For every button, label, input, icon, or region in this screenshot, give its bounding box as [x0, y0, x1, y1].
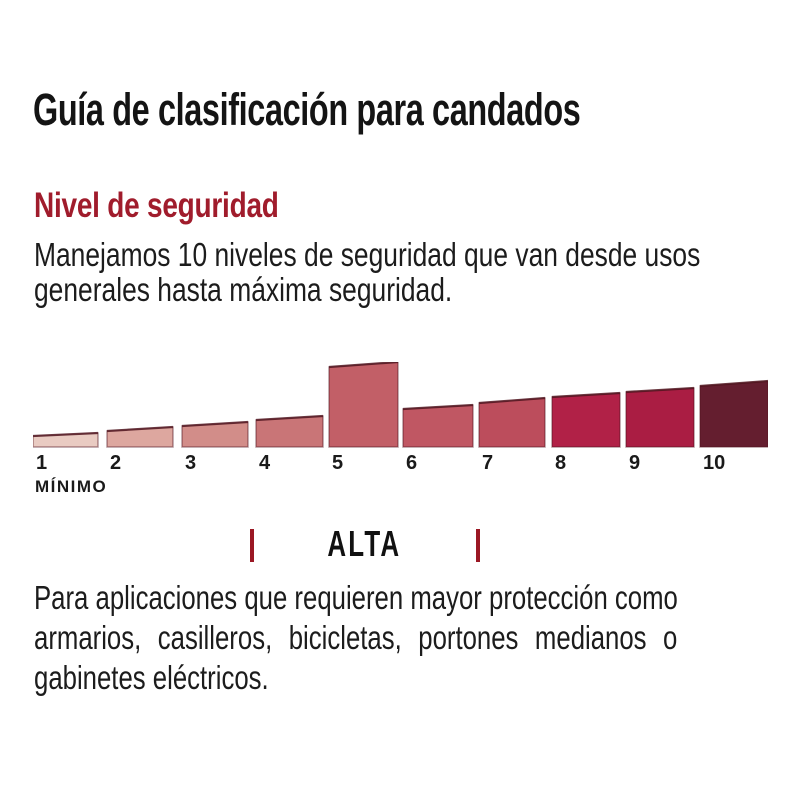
- chart-bar-level-9: [625, 387, 695, 448]
- bar-axis-label-9: 9: [629, 452, 640, 474]
- chart-bar-level-4: [255, 415, 324, 448]
- alta-range-tick-left: [250, 529, 254, 562]
- bar-axis-label-6: 6: [406, 452, 417, 474]
- intro-line: generales hasta máxima seguridad.: [34, 271, 453, 308]
- chart-bar-top-edge: [255, 414, 324, 422]
- chart-bar-level-8: [551, 392, 621, 448]
- chart-bar-level-10: [699, 380, 768, 448]
- page-title: Guía de clasificación para candados: [33, 87, 793, 132]
- alta-range-tick-right: [476, 529, 480, 562]
- chart-bar-top-edge: [106, 425, 174, 433]
- bar-axis-label-7: 7: [482, 452, 493, 474]
- page-title-text: Guía de clasificación para candados: [33, 84, 581, 135]
- chart-bar-top-edge: [625, 386, 695, 394]
- intro-paragraph: Manejamos 10 niveles de seguridad que va…: [34, 237, 800, 307]
- chart-bar-top-edge: [699, 379, 768, 388]
- bar-axis-label-3: 3: [185, 452, 196, 474]
- bar-axis-label-5: 5: [332, 452, 343, 474]
- description-paragraph: Para aplicaciones que requieren mayor pr…: [34, 578, 774, 698]
- chart-bar-level-7: [478, 397, 546, 448]
- chart-bar-top-edge: [478, 396, 546, 405]
- bar-axis-label-10: 10: [703, 452, 725, 474]
- chart-bar-level-5: [328, 362, 399, 448]
- alta-range-label: ALTA: [327, 523, 401, 564]
- chart-bar-level-6: [402, 404, 474, 448]
- chart-bar-top-edge: [402, 403, 474, 411]
- chart-bar-top-edge: [328, 362, 399, 369]
- bar-axis-label-1: 1: [36, 452, 47, 474]
- bar-axis-label-8: 8: [555, 452, 566, 474]
- bar-axis-label-2: 2: [110, 452, 121, 474]
- bar-axis-label-4: 4: [259, 452, 271, 474]
- section-heading-text: Nivel de seguridad: [34, 186, 279, 225]
- description-line: Para aplicaciones que requieren mayor pr…: [34, 579, 678, 616]
- section-heading-security-level: Nivel de seguridad: [34, 188, 340, 223]
- chart-bar-top-edge: [181, 420, 249, 428]
- description-line: armarios, casilleros, bicicletas, porton…: [34, 619, 678, 656]
- intro-line: Manejamos 10 niveles de seguridad que va…: [34, 236, 701, 273]
- chart-bar-top-edge: [551, 391, 621, 399]
- axis-min-label: MÍNIMO: [35, 477, 107, 494]
- description-line: gabinetes eléctricos.: [34, 659, 269, 696]
- chart-bar-top-edge: [33, 431, 99, 438]
- security-level-bar-chart: 1 2 3 4 5 6 7 8 9 10 MÍNIMO: [33, 362, 768, 494]
